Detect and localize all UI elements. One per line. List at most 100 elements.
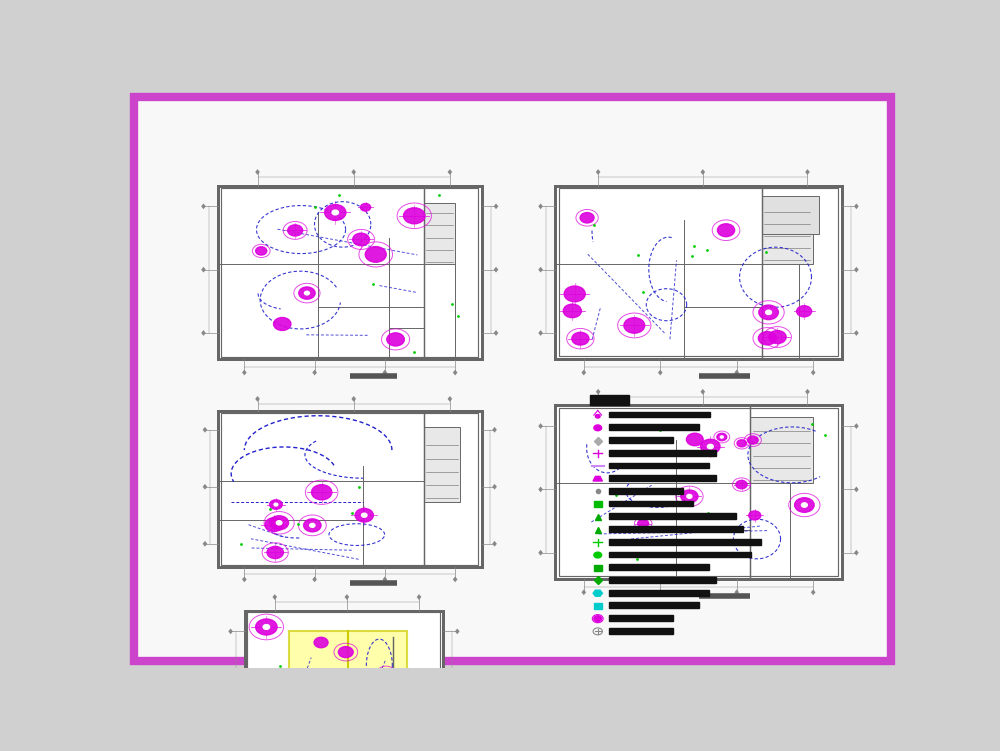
Polygon shape — [448, 169, 452, 175]
Bar — [609, 602, 698, 608]
Polygon shape — [228, 629, 233, 635]
Bar — [590, 395, 629, 406]
Circle shape — [274, 503, 278, 506]
Polygon shape — [203, 484, 207, 490]
Polygon shape — [854, 330, 859, 336]
Polygon shape — [593, 590, 602, 596]
Circle shape — [717, 224, 735, 237]
Circle shape — [736, 481, 747, 489]
Circle shape — [276, 520, 282, 525]
Circle shape — [314, 638, 328, 648]
Polygon shape — [242, 369, 247, 376]
Polygon shape — [854, 267, 859, 273]
Polygon shape — [538, 267, 543, 273]
Bar — [609, 450, 716, 456]
Bar — [762, 198, 813, 264]
Circle shape — [304, 519, 321, 532]
Polygon shape — [494, 204, 498, 210]
Circle shape — [758, 332, 776, 345]
Circle shape — [624, 318, 645, 333]
Circle shape — [256, 619, 277, 635]
Polygon shape — [455, 629, 460, 635]
Circle shape — [747, 436, 758, 444]
Bar — [609, 437, 673, 443]
Bar — [364, 710, 407, 751]
Bar — [609, 628, 673, 634]
Polygon shape — [453, 369, 457, 376]
Circle shape — [580, 213, 594, 223]
Polygon shape — [203, 427, 207, 433]
Circle shape — [256, 247, 267, 255]
Polygon shape — [492, 484, 497, 490]
Polygon shape — [272, 594, 277, 600]
Bar — [609, 526, 743, 532]
Circle shape — [595, 415, 600, 418]
Polygon shape — [658, 590, 663, 596]
Circle shape — [353, 233, 369, 246]
Polygon shape — [351, 169, 356, 175]
Circle shape — [384, 672, 388, 674]
Circle shape — [797, 306, 812, 317]
Circle shape — [325, 204, 346, 220]
Polygon shape — [700, 389, 705, 394]
Bar — [218, 185, 482, 359]
Circle shape — [681, 490, 698, 502]
Polygon shape — [255, 396, 260, 402]
FancyBboxPatch shape — [134, 97, 891, 662]
Polygon shape — [734, 369, 739, 376]
Polygon shape — [538, 330, 543, 336]
Circle shape — [310, 523, 315, 527]
Polygon shape — [351, 396, 356, 402]
Polygon shape — [255, 169, 260, 175]
Polygon shape — [734, 590, 739, 596]
Polygon shape — [581, 369, 586, 376]
Polygon shape — [596, 169, 600, 175]
Circle shape — [263, 625, 270, 629]
Circle shape — [387, 707, 393, 712]
Circle shape — [572, 332, 589, 345]
Circle shape — [594, 552, 602, 558]
Circle shape — [270, 516, 289, 529]
Circle shape — [299, 287, 315, 299]
Polygon shape — [658, 369, 663, 376]
Bar — [609, 463, 709, 469]
Polygon shape — [854, 487, 859, 493]
Circle shape — [338, 647, 353, 658]
Circle shape — [267, 547, 283, 559]
Circle shape — [274, 318, 291, 330]
Circle shape — [404, 208, 425, 224]
Polygon shape — [203, 541, 207, 547]
Circle shape — [564, 286, 585, 302]
Bar — [750, 418, 813, 484]
Circle shape — [594, 425, 602, 431]
Polygon shape — [805, 389, 810, 394]
Circle shape — [737, 440, 746, 447]
Polygon shape — [596, 389, 600, 394]
Circle shape — [365, 246, 386, 262]
Polygon shape — [345, 594, 349, 600]
Polygon shape — [494, 267, 498, 273]
Bar — [559, 188, 838, 357]
Circle shape — [380, 669, 392, 677]
Circle shape — [594, 616, 602, 622]
Polygon shape — [805, 169, 810, 175]
Circle shape — [766, 310, 772, 315]
Circle shape — [749, 511, 761, 520]
Bar — [559, 408, 838, 576]
Bar — [289, 632, 407, 751]
Bar — [594, 501, 602, 507]
Circle shape — [312, 484, 332, 500]
Circle shape — [759, 305, 778, 320]
Polygon shape — [700, 169, 705, 175]
Polygon shape — [201, 330, 206, 336]
Polygon shape — [383, 369, 387, 376]
Circle shape — [687, 494, 692, 499]
Circle shape — [332, 210, 338, 215]
Bar — [762, 196, 819, 234]
Polygon shape — [201, 204, 206, 210]
Bar — [609, 551, 751, 557]
Bar — [555, 185, 842, 359]
Polygon shape — [453, 577, 457, 582]
Circle shape — [270, 500, 282, 509]
Bar — [609, 539, 761, 544]
